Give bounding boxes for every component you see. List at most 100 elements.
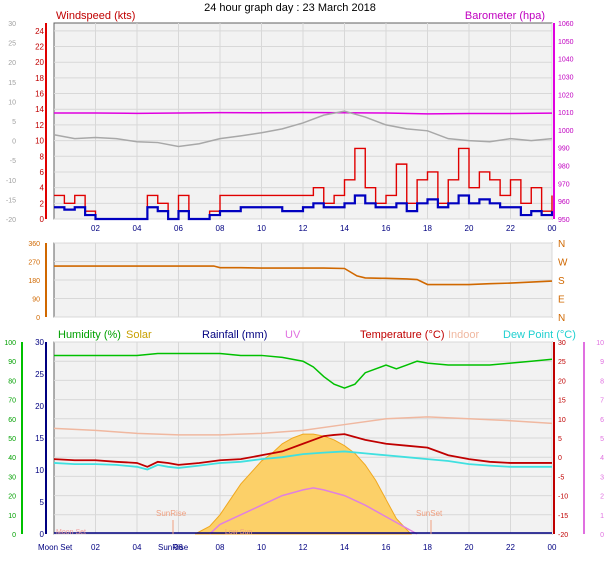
baro-tick-label: 1060 (558, 21, 574, 28)
dir-compass-label: N (558, 313, 565, 324)
dir-tick-label: 360 (28, 241, 40, 248)
uv-tick-label: 4 (600, 455, 604, 462)
dir-tick-label: 90 (32, 297, 40, 304)
annotation-lowsun: Low Sun (225, 529, 252, 536)
uv-tick-label: 9 (600, 359, 604, 366)
xlabel-moonset: Moon Set (38, 543, 73, 552)
legend-solar: Solar (126, 329, 152, 341)
outer-temp-tick-label: -5 (10, 158, 16, 165)
uv-tick-label: 3 (600, 474, 604, 481)
xlabel-sunrise: SunRise (158, 543, 189, 552)
wind-tick-label: 24 (35, 27, 44, 36)
baro-tick-label: 1030 (558, 74, 574, 81)
baro-tick-label: 1010 (558, 110, 574, 117)
uv-tick-label: 2 (600, 494, 604, 501)
temp-tick-label: 0 (558, 455, 562, 462)
wind-tick-label: 2 (40, 199, 45, 208)
x-tick-label: 18 (423, 543, 432, 552)
windspeed-label: Windspeed (kts) (56, 10, 135, 22)
legend-indoor: Indoor (448, 329, 480, 341)
wind-tick-label: 16 (35, 90, 44, 99)
x-tick-label: 22 (506, 224, 515, 233)
x-tick-label: 16 (382, 543, 391, 552)
x-tick-label: 20 (465, 543, 474, 552)
humidity-tick-label: 100 (4, 340, 16, 347)
legend-temperature: Temperature (°C) (360, 329, 444, 341)
x-tick-label: 10 (257, 224, 266, 233)
wind-tick-label: 4 (40, 184, 45, 193)
outer-temp-tick-label: 25 (8, 41, 16, 48)
series-line-outtemp_gray (53, 110, 553, 148)
legend-dewpoint: Dew Point (°C) (503, 329, 576, 341)
wind-tick-label: 6 (40, 168, 45, 177)
baro-tick-label: 980 (558, 164, 570, 171)
baro-tick-label: 950 (558, 217, 570, 224)
legend-uv: UV (285, 329, 301, 341)
dir-tick-label: 270 (28, 260, 40, 267)
dir-tick-label: 0 (36, 315, 40, 322)
rain-tick-label: 10 (35, 466, 44, 475)
x-tick-label: 08 (216, 543, 225, 552)
wind-tick-label: 18 (35, 74, 44, 83)
barometer-label: Barometer (hpa) (465, 10, 545, 22)
rain-tick-label: 5 (40, 498, 45, 507)
humidity-tick-label: 70 (8, 398, 16, 405)
x-tick-label: 06 (174, 224, 183, 233)
baro-tick-label: 960 (558, 199, 570, 206)
temp-tick-label: 15 (558, 398, 566, 405)
annotation-moonset-inner: Moon Set (56, 529, 86, 536)
x-tick-label: 14 (340, 543, 349, 552)
wind-tick-label: 20 (35, 58, 44, 67)
baro-tick-label: 970 (558, 181, 570, 188)
rain-tick-label: 25 (35, 370, 44, 379)
x-tick-label: 02 (91, 224, 100, 233)
dir-compass-label: S (558, 276, 565, 287)
humidity-tick-label: 10 (8, 513, 16, 520)
baro-tick-label: 990 (558, 146, 570, 153)
legend-humidity: Humidity (%) (58, 329, 121, 341)
x-tick-label: 08 (216, 224, 225, 233)
x-tick-label: 12 (299, 543, 308, 552)
x-tick-label: 04 (133, 224, 142, 233)
x-tick-label: 10 (257, 543, 266, 552)
x-tick-label: 14 (340, 224, 349, 233)
temp-tick-label: 20 (558, 378, 566, 385)
temp-tick-label: 30 (558, 340, 566, 347)
x-tick-label: 22 (506, 543, 515, 552)
series-line-avgwind (54, 194, 554, 221)
outer-temp-tick-label: 10 (8, 99, 16, 106)
wind-tick-label: 22 (35, 43, 44, 52)
outer-temp-tick-label: 15 (8, 80, 16, 87)
baro-tick-label: 1040 (558, 57, 574, 64)
series-line-indoor (53, 416, 553, 436)
outer-temp-tick-label: 30 (8, 21, 16, 28)
dir-tick-label: 180 (28, 278, 40, 285)
temp-tick-label: -15 (558, 513, 568, 520)
dir-compass-label: E (558, 295, 565, 306)
humidity-tick-label: 90 (8, 359, 16, 366)
x-tick-label: 02 (91, 543, 100, 552)
uv-tick-label: 5 (600, 436, 604, 443)
x-tick-label: 12 (299, 224, 308, 233)
series-line-dewpoint (53, 450, 552, 471)
uv-tick-label: 8 (600, 378, 604, 385)
outer-temp-tick-label: 20 (8, 60, 16, 67)
temp-tick-label: -5 (558, 474, 564, 481)
baro-tick-label: 1050 (558, 39, 574, 46)
x-tick-label: 04 (133, 543, 142, 552)
x-tick-label: 20 (465, 224, 474, 233)
wind-tick-label: 14 (35, 105, 44, 114)
chart-title: 24 hour graph day : 23 March 2018 (204, 2, 376, 14)
dir-compass-label: W (558, 258, 568, 269)
x-tick-label: 00 (548, 543, 557, 552)
temp-tick-label: 25 (558, 359, 566, 366)
annotation-sunset: SunSet (416, 509, 443, 518)
humidity-tick-label: 60 (8, 417, 16, 424)
uv-tick-label: 1 (600, 513, 604, 520)
uv-tick-label: 7 (600, 398, 604, 405)
uv-tick-label: 0 (600, 532, 604, 539)
wind-tick-label: 12 (35, 121, 44, 130)
dir-compass-label: N (558, 239, 565, 250)
